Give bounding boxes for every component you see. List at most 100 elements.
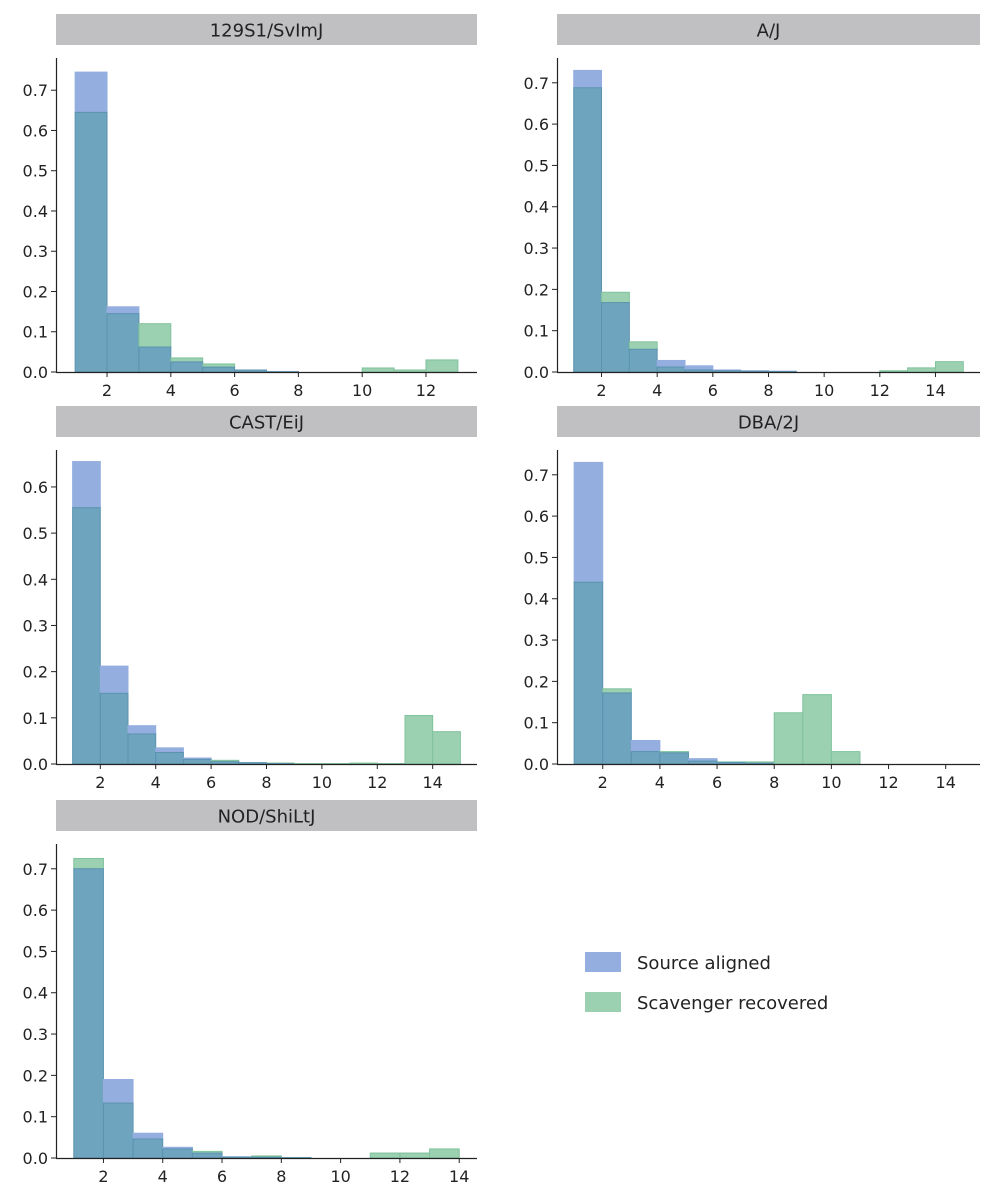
x-tick-label: 14 [925,381,945,400]
bar-scavenger-recovered [429,1148,460,1159]
x-tick-label: 8 [769,773,779,792]
bar-overlap [73,868,104,1159]
x-tick-label: 8 [293,381,303,400]
y-tick-label: 0.1 [23,1108,48,1127]
bar-overlap [210,761,240,765]
y-tick-label: 0.0 [23,755,48,774]
panel-nod: NOD/ShiLtJ 0.0 0.1 0.2 0.3 0.4 0.5 0.6 0.7 2 4 6 8 10… [23,800,477,1186]
legend-label-source: Source aligned [637,953,771,974]
bar-overlap [102,1102,134,1159]
y-tick-label: 0.5 [524,548,549,567]
bar-source-aligned [573,461,604,583]
bar-overlap [630,751,661,765]
bar-overlap [573,87,603,373]
bar-scavenger-recovered [349,762,378,765]
x-tick-label: 2 [98,1167,108,1186]
x-tick-label: 2 [95,773,105,792]
bar-scavenger-recovered [907,367,936,373]
bar-scavenger-recovered [404,715,434,765]
panel-title-bar [56,800,477,831]
x-tick-label: 10 [821,773,841,792]
bar-overlap [659,752,689,765]
y-tick-label: 0.7 [524,466,549,485]
x-tick-label: 6 [708,381,718,400]
bar-overlap [191,1152,223,1159]
bar-scavenger-recovered [934,361,964,373]
bar-overlap [687,760,718,765]
bar-overlap [127,733,157,765]
bar-overlap [170,361,204,373]
panel-title-bar [56,406,477,437]
x-tick-label: 2 [102,381,112,400]
bar-source-aligned [630,739,661,753]
x-tick-label: 10 [814,381,834,400]
bar-overlap [656,366,686,373]
y-tick-label: 0.3 [524,239,549,258]
x-tick-label: 12 [416,381,436,400]
panel-title: CAST/EiJ [229,413,304,434]
x-tick-label: 4 [158,1167,168,1186]
bar-scavenger-recovered [393,369,427,373]
x-tick-label: 12 [367,773,387,792]
y-tick-label: 0.1 [524,714,549,733]
bar-overlap [202,366,236,373]
bar-overlap [251,1156,282,1159]
bar-overlap [745,762,775,765]
bar-overlap [716,761,747,765]
bar-scavenger-recovered [802,694,832,765]
y-tick-label: 0.2 [524,280,549,299]
bar-overlap [132,1138,164,1159]
y-tick-label: 0.6 [23,121,48,140]
x-tick-label: 6 [230,381,240,400]
y-tick-label: 0.6 [524,115,549,134]
panel-title: DBA/2J [738,413,799,434]
x-tick-label: 4 [166,381,176,400]
bar-overlap [602,692,632,765]
bar-source-aligned [74,71,108,113]
y-tick-label: 0.4 [23,202,48,221]
y-tick-label: 0.5 [23,942,48,961]
bar-scavenger-recovered [73,857,104,870]
y-tick-label: 0.2 [23,282,48,301]
y-tick-label: 0.2 [23,1066,48,1085]
bar-scavenger-recovered [628,341,658,350]
y-tick-label: 0.1 [524,322,549,341]
x-tick-label: 6 [206,773,216,792]
x-tick-label: 14 [449,1167,469,1186]
bar-scavenger-recovered [399,1152,431,1159]
bar-source-aligned [684,365,714,371]
panel-title: A/J [757,21,781,42]
bar-scavenger-recovered [601,291,630,304]
panel-aj: A/J 0.0 0.1 0.2 0.3 0.4 0.5 0.6 0.7 2 4 6 8 10 12 14 [524,14,980,400]
y-tick-label: 0.5 [524,156,549,175]
bar-overlap [138,346,172,373]
bar-overlap [72,507,101,765]
y-tick-label: 0.1 [23,323,48,342]
bar-source-aligned [127,725,157,735]
y-tick-label: 0.2 [23,663,48,682]
y-tick-label: 0.0 [524,363,549,382]
y-tick-label: 0.0 [23,363,48,382]
bar-scavenger-recovered [602,688,632,694]
bar-overlap [99,692,129,765]
bar-scavenger-recovered [138,323,172,348]
bar-source-aligned [102,1079,134,1104]
bar-overlap [740,370,770,373]
panel-129s1: 129S1/SvImJ 0.0 0.1 0.2 0.3 0.4 0.5 0.6 0.7 2 4 6 8 1… [23,14,477,400]
y-tick-label: 0.1 [23,709,48,728]
y-tick-label: 0.3 [23,1025,48,1044]
y-tick-label: 0.4 [23,984,48,1003]
bar-overlap [162,1148,193,1159]
x-tick-label: 10 [352,381,372,400]
y-tick-label: 0.5 [23,524,48,543]
bar-scavenger-recovered [369,1152,401,1159]
x-tick-label: 6 [712,773,722,792]
x-tick-label: 10 [312,773,332,792]
legend-swatch-source [585,952,621,972]
y-tick-label: 0.6 [23,478,48,497]
x-tick-label: 8 [261,773,271,792]
x-tick-label: 12 [870,381,890,400]
bar-overlap [628,348,658,373]
y-tick-label: 0.7 [524,74,549,93]
bar-overlap [238,762,267,765]
